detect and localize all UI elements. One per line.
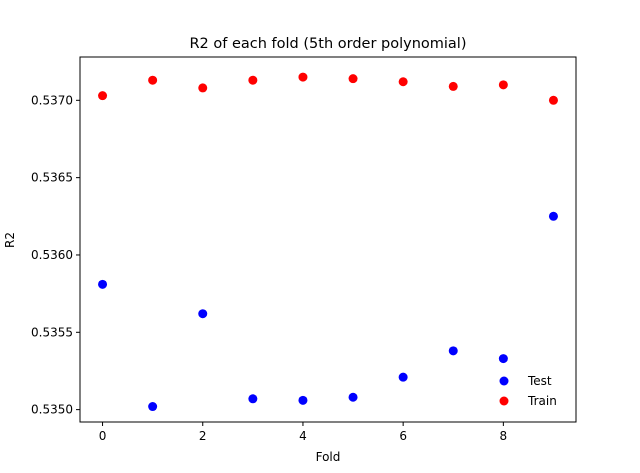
train-point [548,95,558,105]
x-tick-label: 0 [99,429,107,443]
test-point [548,211,558,221]
test-point [248,394,258,404]
legend: Test Train [499,374,557,408]
test-point [498,354,508,364]
legend-label-train: Train [527,394,557,408]
x-tick-label: 4 [299,429,307,443]
y-tick-label: 0.5360 [31,248,73,262]
train-point [198,83,208,93]
chart-title: R2 of each fold (5th order polynomial) [189,36,466,52]
test-point [348,392,358,402]
train-point [248,75,258,85]
y-tick-label: 0.5365 [31,171,73,185]
legend-marker-test [499,376,509,386]
test-point [98,279,108,289]
y-tick-label: 0.5355 [31,325,73,339]
x-axis-label: Fold [316,450,341,464]
data-points [98,72,558,412]
y-tick-label: 0.5370 [31,93,73,107]
train-point [298,72,308,82]
legend-marker-train [499,396,509,406]
train-point [398,77,408,87]
test-point [398,372,408,382]
test-point [198,309,208,319]
y-axis-label: R2 [3,232,17,248]
train-point [348,74,358,84]
test-point [298,395,308,405]
test-point [448,346,458,356]
test-point [148,402,158,412]
train-point [498,80,508,90]
y-tick-label: 0.5350 [31,403,73,417]
y-axis: 0.5350 0.5355 0.5360 0.5365 0.5370 [31,93,80,417]
train-point [448,81,458,91]
x-axis: 0 2 4 6 8 [99,422,507,443]
x-tick-label: 2 [199,429,207,443]
x-tick-label: 6 [399,429,407,443]
train-point [98,91,108,101]
plot-area [79,56,577,423]
train-point [148,75,158,85]
x-tick-label: 8 [500,429,508,443]
legend-label-test: Test [527,374,552,388]
